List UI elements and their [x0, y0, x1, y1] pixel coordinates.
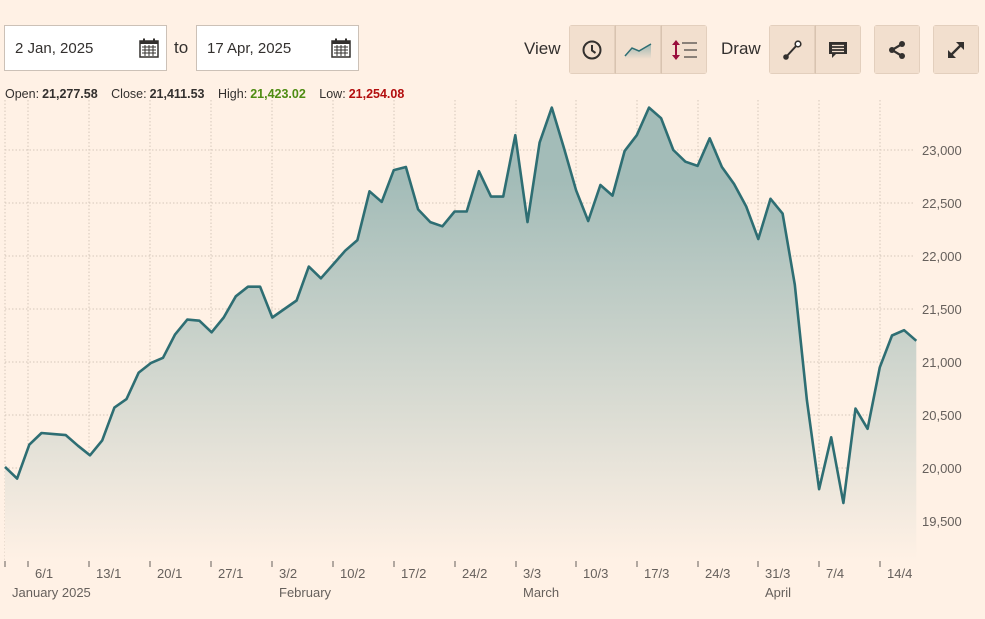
to-label: to — [174, 38, 189, 57]
y-tick-label: 21,500 — [922, 302, 962, 317]
end-date-value: 17 Apr, 2025 — [207, 39, 292, 57]
x-tick-label: 7/4 — [826, 566, 844, 581]
y-tick-label: 21,000 — [922, 355, 962, 370]
y-tick-label: 22,000 — [922, 249, 962, 264]
indicators-icon — [672, 39, 697, 60]
y-tick-label: 23,000 — [922, 143, 962, 158]
y-tick-label: 22,500 — [922, 196, 962, 211]
x-tick-label: 27/1 — [218, 566, 243, 581]
annotation-icon — [829, 41, 847, 58]
open-value: 21,277.58 — [42, 87, 98, 101]
calendar-icon[interactable] — [138, 37, 160, 59]
y-tick-label: 20,000 — [922, 461, 962, 476]
y-axis: 23,000 22,500 22,000 21,500 21,000 20,500 20,0… — [922, 143, 962, 529]
x-tick-label: 3/2 — [279, 566, 297, 581]
calendar-icon[interactable] — [330, 37, 352, 59]
low-stat: Low: 21,254.08 — [319, 87, 405, 101]
expand-button-group — [933, 25, 979, 74]
start-date-input[interactable]: 2 Jan, 2025 — [4, 25, 167, 71]
draw-line-button[interactable] — [769, 25, 815, 74]
line-draw-icon — [783, 39, 802, 60]
indicators-button[interactable] — [661, 25, 707, 74]
open-stat: Open: 21,277.58 — [5, 87, 98, 101]
fullscreen-button[interactable] — [933, 25, 979, 74]
price-line — [4, 106, 918, 505]
y-tick-label: 20,500 — [922, 408, 962, 423]
y-tick-label: 19,500 — [922, 514, 962, 529]
x-tick-label: 24/2 — [462, 566, 487, 581]
chart-type-button[interactable] — [615, 25, 661, 74]
ohlc-stats: Open: 21,277.58 Close: 21,411.53 High: 21,4… — [5, 87, 414, 101]
month-label: March — [523, 585, 559, 600]
x-tick-label: 13/1 — [96, 566, 121, 581]
line-chart-icon — [624, 42, 652, 59]
start-date-value: 2 Jan, 2025 — [15, 39, 94, 57]
view-label: View — [524, 39, 561, 58]
high-value: 21,423.02 — [250, 87, 306, 101]
share-button[interactable] — [874, 25, 920, 74]
x-tick-label: 6/1 — [35, 566, 53, 581]
x-tick-label: 17/2 — [401, 566, 426, 581]
x-tick-label: 17/3 — [644, 566, 669, 581]
x-tick-label: 10/2 — [340, 566, 365, 581]
x-tick-label: 31/3 — [765, 566, 790, 581]
expand-icon — [948, 41, 964, 58]
x-tick-label: 10/3 — [583, 566, 608, 581]
x-tick-label: 14/4 — [887, 566, 912, 581]
price-area-fill — [5, 107, 917, 560]
month-label: February — [279, 585, 332, 600]
share-icon — [889, 40, 905, 59]
time-range-button[interactable] — [569, 25, 615, 74]
draw-button-group — [769, 25, 861, 74]
draw-label: Draw — [721, 39, 761, 58]
high-stat: High: 21,423.02 — [218, 87, 306, 101]
x-tick-label: 3/3 — [523, 566, 541, 581]
annotate-button[interactable] — [815, 25, 861, 74]
view-button-group — [569, 25, 707, 74]
share-button-group — [874, 25, 920, 74]
x-tick-label: 24/3 — [705, 566, 730, 581]
month-label: January 2025 — [12, 585, 91, 600]
x-axis: 6/1 13/1 20/1 27/1 3/2 10/2 17/2 24/2 3/3 10/3 17/… — [4, 561, 912, 600]
close-stat: Close: 21,411.53 — [111, 87, 205, 101]
month-label: April — [765, 585, 791, 600]
x-tick-label: 20/1 — [157, 566, 182, 581]
close-value: 21,411.53 — [149, 87, 205, 101]
low-value: 21,254.08 — [348, 87, 405, 101]
end-date-input[interactable]: 17 Apr, 2025 — [196, 25, 359, 71]
clock-icon — [582, 40, 602, 59]
